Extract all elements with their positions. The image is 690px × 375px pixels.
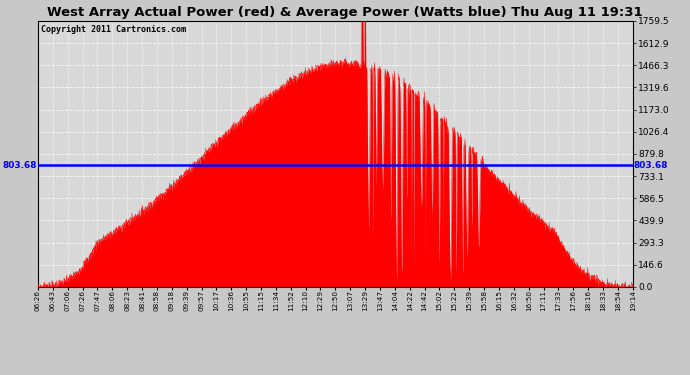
- Text: West Array Actual Power (red) & Average Power (Watts blue) Thu Aug 11 19:31: West Array Actual Power (red) & Average …: [47, 6, 643, 19]
- Text: 803.68: 803.68: [634, 161, 669, 170]
- Text: Copyright 2011 Cartronics.com: Copyright 2011 Cartronics.com: [41, 25, 186, 34]
- Text: 803.68: 803.68: [2, 161, 37, 170]
